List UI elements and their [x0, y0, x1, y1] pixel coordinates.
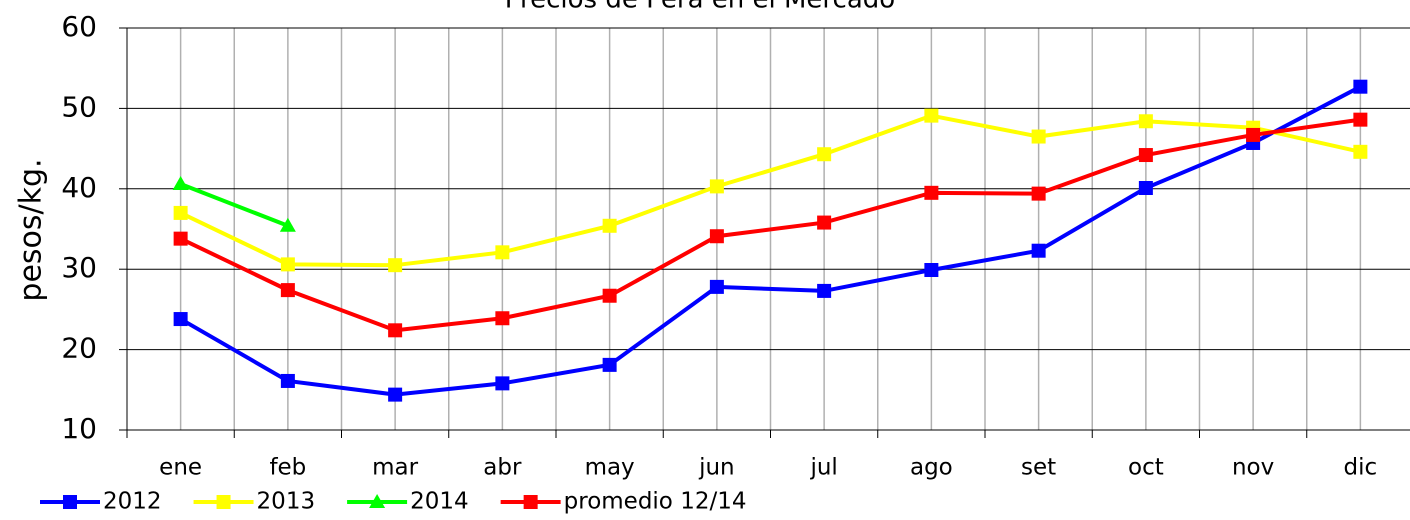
point-marker: [602, 357, 617, 372]
point-marker: [280, 283, 295, 298]
point-marker: [1353, 79, 1368, 94]
point-marker: [924, 263, 939, 278]
point-marker: [602, 218, 617, 233]
point-marker: [173, 231, 188, 246]
point-marker: [1031, 129, 1046, 144]
legend-label: 2013: [257, 489, 316, 515]
x-tick-label: nov: [1232, 455, 1274, 481]
chart-title: Precios de Pera en el Mercado: [505, 0, 895, 15]
legend-marker: [523, 495, 538, 509]
legend-label: promedio 12/14: [564, 489, 747, 515]
point-marker: [602, 288, 617, 303]
point-marker: [1353, 144, 1368, 159]
legend-label: 2012: [103, 489, 162, 515]
point-marker: [1031, 186, 1046, 201]
series-line: [179, 113, 1361, 268]
x-tick-label: oct: [1128, 455, 1164, 481]
point-marker: [280, 257, 295, 272]
point-marker: [495, 245, 510, 260]
point-marker: [388, 323, 403, 338]
x-tick-label: dic: [1344, 455, 1378, 481]
point-marker: [173, 312, 188, 327]
point-marker: [495, 311, 510, 326]
x-tick-label: may: [585, 455, 635, 481]
point-marker: [817, 215, 832, 230]
x-tick-label: ago: [910, 455, 953, 481]
point-marker: [280, 373, 295, 388]
point-marker: [279, 217, 296, 232]
point-marker: [817, 147, 832, 162]
x-tick-label: mar: [372, 455, 418, 481]
x-tick-label: feb: [269, 455, 306, 481]
point-marker: [709, 279, 724, 294]
series-line: [179, 84, 1362, 397]
series-line: [179, 182, 289, 228]
x-tick-label: ene: [159, 455, 202, 481]
x-tick-label: jun: [698, 455, 735, 481]
y-tick-label: 30: [61, 251, 97, 284]
point-marker: [709, 229, 724, 244]
legend-marker: [369, 494, 386, 508]
point-marker: [924, 108, 939, 123]
x-tick-label: jul: [809, 455, 837, 481]
point-marker: [1138, 180, 1153, 195]
point-marker: [388, 258, 403, 273]
legend-label: 2014: [410, 489, 469, 515]
x-tick-label: set: [1021, 455, 1056, 481]
point-marker: [924, 185, 939, 200]
point-marker: [817, 283, 832, 298]
y-tick-label: 50: [61, 90, 97, 123]
point-marker: [388, 387, 403, 402]
legend-marker: [216, 495, 231, 509]
series-line: [179, 117, 1361, 333]
y-tick-label: 20: [61, 332, 97, 365]
point-marker: [173, 205, 188, 220]
y-tick-label: 40: [61, 171, 97, 204]
point-marker: [172, 175, 189, 190]
point-marker: [709, 179, 724, 194]
y-tick-label: 10: [61, 412, 97, 445]
legend-marker: [63, 495, 77, 509]
point-marker: [1353, 112, 1368, 127]
point-marker: [495, 376, 510, 391]
y-tick-label: 60: [61, 10, 97, 43]
point-marker: [1138, 148, 1153, 163]
y-axis-label: pesos/kg.: [14, 158, 49, 301]
point-marker: [1246, 127, 1261, 142]
point-marker: [1138, 114, 1153, 129]
x-tick-label: abr: [483, 455, 522, 481]
point-marker: [1031, 243, 1046, 258]
